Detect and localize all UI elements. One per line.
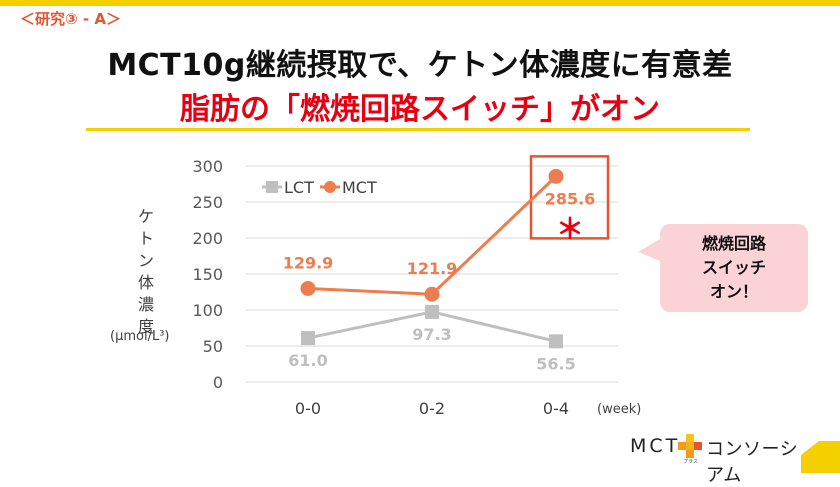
data-label-lct: 56.5 [536,354,575,373]
callout-pointer [638,234,668,264]
logo-mct-text: MCT [630,435,681,457]
data-label-mct: 285.6 [545,189,596,208]
significance-asterisk: ＊ [556,212,584,245]
y-axis-label-char: 度 [138,317,154,336]
logo-name-text: コンソーシアム [706,439,799,486]
data-point-mct [548,168,564,184]
y-tick-label: 100 [192,301,223,320]
slide-title: MCT10g継続摂取で、ケトン体濃度に有意差 [107,48,733,83]
y-axis-label-char: ト [138,229,154,248]
y-axis-label-char: 体 [138,273,154,292]
data-point-lct [549,334,563,349]
y-tick-label: 300 [192,157,223,176]
title-underline [86,128,750,131]
line-chart: 0 50 100 150 200 250 300 0-0 0-2 0-4 (week) ケトン体濃度(… [110,155,641,418]
data-label-mct: 129.9 [283,253,334,272]
y-axis-label-char: ケ [138,207,154,226]
y-axis-label-char: 濃 [138,295,154,314]
brand-logo: MCT プラス コンソーシアム [630,432,805,486]
data-point-lct [425,304,439,319]
callout-line-3: オン！ [709,282,758,301]
top-accent-bar [0,0,840,6]
y-tick-label: 200 [192,229,223,248]
data-point-mct [424,286,440,302]
x-axis-unit: (week) [597,402,641,417]
legend-label: LCT [284,178,314,197]
slide-subtitle: 脂肪の「燃焼回路スイッチ」がオン [180,92,660,127]
data-point-lct [301,331,315,346]
y-tick-label: 250 [192,193,223,212]
corner-decoration [801,441,840,473]
data-label-mct: 121.9 [407,259,458,278]
legend-label: MCT [342,178,377,197]
callout-box [638,224,808,312]
plus-cross-icon [678,434,702,458]
callout-line-2: スイッチ [701,258,766,277]
x-tick-label: 0-2 [419,399,445,418]
x-tick-label: 0-0 [295,399,321,418]
x-tick-label: 0-4 [543,399,569,418]
callout-line-1: 燃焼回路 [701,234,766,253]
y-tick-label: 150 [192,265,223,284]
legend-marker [266,181,278,193]
y-tick-label: 50 [203,337,223,356]
y-axis-label-char: ン [138,251,154,270]
y-axis-unit: (μmol/L³) [110,329,169,344]
y-tick-label: 0 [213,373,223,392]
highlight-box [529,155,610,240]
slide-tag: ＜研究③ - A＞ [20,10,121,28]
data-label-lct: 61.0 [288,351,327,370]
callout-text: 燃焼回路 スイッチ オン！ [660,232,808,304]
legend-marker [324,181,336,193]
logo-plus-text: プラス [683,459,698,465]
data-label-lct: 97.3 [412,325,451,344]
data-point-mct [300,280,316,296]
